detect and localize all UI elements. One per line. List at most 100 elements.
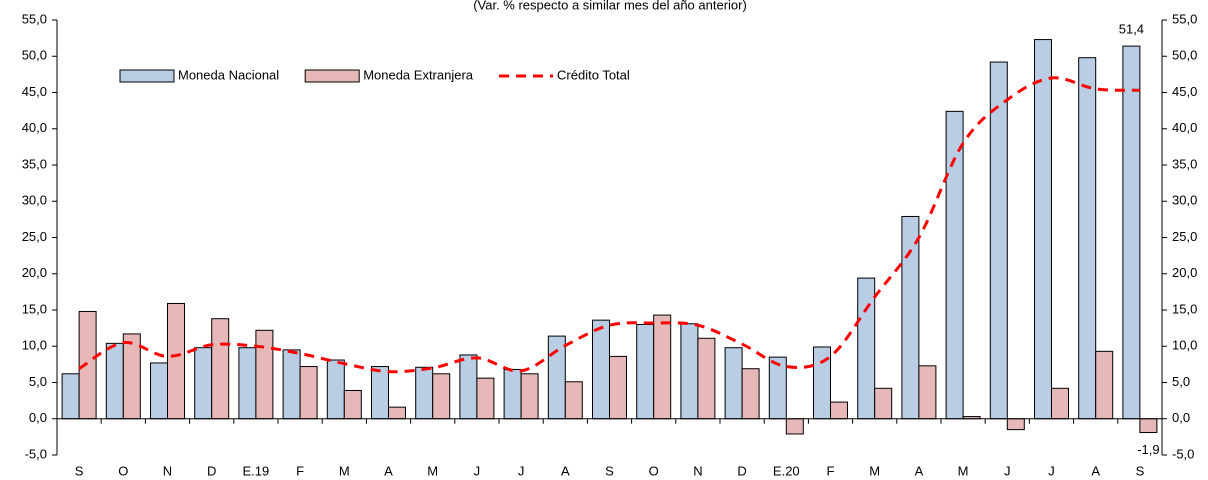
legend-swatch	[304, 69, 360, 83]
legend-label: Moneda Nacional	[178, 67, 279, 82]
bar	[343, 389, 362, 420]
bar	[1006, 418, 1025, 431]
bar	[388, 406, 406, 420]
bar	[697, 337, 716, 420]
x-tick-label: A	[1091, 463, 1100, 478]
bar	[989, 61, 1008, 420]
y2-tick-label: 10,0	[1172, 338, 1197, 353]
bar	[592, 319, 610, 420]
bar	[1051, 387, 1069, 420]
x-tick-label: E.20	[773, 463, 800, 478]
x-tick-label: F	[296, 463, 304, 478]
legend-swatch	[119, 69, 175, 83]
x-tick-label: F	[827, 463, 835, 478]
y2-tick-label: 55,0	[1172, 11, 1197, 26]
bar	[874, 387, 893, 420]
x-tick-label: O	[118, 463, 128, 478]
bar	[167, 302, 185, 420]
bar	[122, 333, 141, 420]
bar	[415, 366, 434, 420]
x-tick-label: S	[605, 463, 614, 478]
x-tick-label: A	[561, 463, 570, 478]
bar	[520, 373, 539, 420]
bar	[255, 329, 274, 420]
x-tick-label: A	[915, 463, 924, 478]
bar	[371, 366, 389, 420]
chart-subtitle: (Var. % respecto a similar mes del año a…	[473, 0, 747, 12]
bar	[768, 356, 787, 420]
x-tick-label: J	[474, 463, 481, 478]
bar	[653, 314, 672, 420]
bar	[282, 349, 301, 420]
x-tick-label: J	[1048, 463, 1055, 478]
x-tick-label: M	[339, 463, 350, 478]
bar	[857, 277, 876, 420]
y-tick-label: 55,0	[22, 11, 47, 26]
y2-tick-label: 0,0	[1172, 410, 1190, 425]
y-tick-label: 5,0	[29, 374, 47, 389]
x-tick-label: S	[75, 463, 84, 478]
bar	[326, 359, 345, 420]
bar	[78, 310, 97, 420]
y-tick-label: 20,0	[22, 265, 47, 280]
line	[78, 76, 1140, 374]
x-tick-label: M	[958, 463, 969, 478]
y-tick-label: 15,0	[22, 301, 47, 316]
x-tick-label: N	[163, 463, 172, 478]
y2-tick-label: 35,0	[1172, 156, 1197, 171]
y2-tick-label: 25,0	[1172, 229, 1197, 244]
y-tick-label: 10,0	[22, 338, 47, 353]
bar	[1095, 350, 1114, 420]
bar	[547, 335, 566, 420]
bar	[1139, 418, 1158, 434]
bar	[150, 362, 168, 420]
bar	[238, 347, 257, 420]
y-tick-label: 30,0	[22, 193, 47, 208]
y-tick-label: 25,0	[22, 229, 47, 244]
bar	[194, 347, 213, 420]
x-tick-label: O	[649, 463, 659, 478]
bar	[901, 215, 920, 420]
x-tick-label: A	[384, 463, 393, 478]
x-tick-label: N	[693, 463, 702, 478]
y2-tick-label: 40,0	[1172, 120, 1197, 135]
y2-tick-label: 5,0	[1172, 374, 1190, 389]
bar	[211, 318, 230, 420]
y-tick-label: 35,0	[22, 156, 47, 171]
x-tick-label: D	[737, 463, 746, 478]
value-label: 51,4	[1119, 22, 1144, 37]
legend-label: Crédito Total	[557, 67, 630, 82]
x-tick-label: E.19	[243, 463, 270, 478]
x-tick-label: J	[518, 463, 525, 478]
bar	[636, 324, 655, 420]
y2-tick-label: 50,0	[1172, 48, 1197, 63]
x-tick-label: M	[869, 463, 880, 478]
x-tick-label: S	[1136, 463, 1145, 478]
y2-tick-label: -5,0	[1172, 446, 1194, 461]
bar	[680, 323, 699, 420]
x-tick-label: J	[1004, 463, 1011, 478]
bar	[1078, 57, 1097, 420]
y-tick-label: -5,0	[25, 446, 47, 461]
value-label: -1,9	[1137, 442, 1159, 457]
bar	[785, 418, 804, 435]
y2-tick-label: 15,0	[1172, 301, 1197, 316]
bar	[918, 365, 937, 420]
bar	[105, 342, 124, 420]
bar	[61, 373, 80, 420]
bar	[432, 373, 451, 420]
bar	[741, 368, 760, 420]
y-tick-label: 40,0	[22, 120, 47, 135]
x-tick-label: D	[207, 463, 216, 478]
y2-tick-label: 45,0	[1172, 84, 1197, 99]
y2-tick-label: 20,0	[1172, 265, 1197, 280]
y-tick-label: 45,0	[22, 84, 47, 99]
bar	[476, 377, 495, 420]
y-tick-label: 0,0	[29, 410, 47, 425]
bar	[564, 381, 583, 420]
bar	[503, 368, 522, 420]
y2-tick-label: 30,0	[1172, 193, 1197, 208]
x-tick-label: M	[427, 463, 438, 478]
bar	[830, 401, 848, 420]
